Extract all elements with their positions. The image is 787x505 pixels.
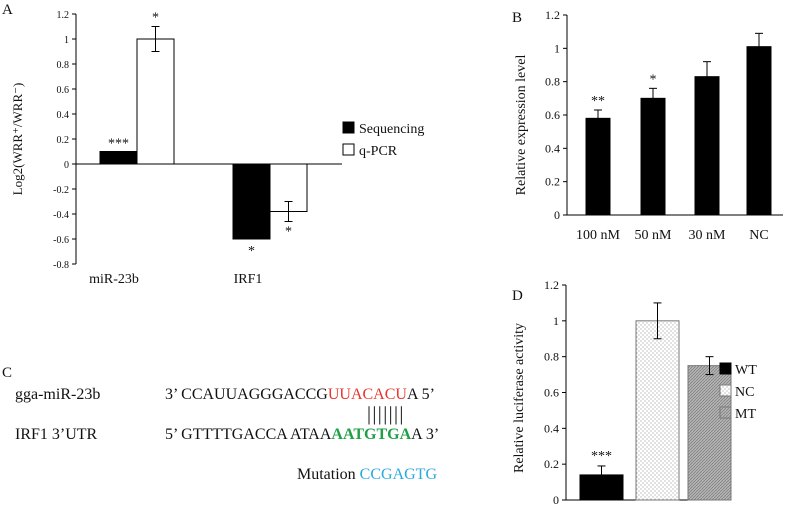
- chart-a-category-mir23b: miR-23b: [89, 272, 139, 287]
- chart-b-tick-label: 0.6: [545, 108, 560, 122]
- chart-b-category-label: NC: [749, 228, 768, 243]
- legend-a-qpcr-label: q-PCR: [359, 144, 398, 159]
- mirna-prefix: 3’ CCAUUAGGGACCG: [165, 386, 328, 403]
- chart-b-tick-label: 1.2: [545, 8, 560, 22]
- chart-a-tick-label: -0.4: [53, 210, 69, 221]
- mutation-label: Mutation: [297, 466, 356, 483]
- chart-d-tick-label: 0.6: [544, 386, 559, 400]
- chart-d-y-label: Relative luciferase activity: [512, 323, 527, 473]
- mirna-suffix: A 5’: [406, 386, 435, 403]
- chart-a-tick-label: -0.6: [53, 235, 69, 246]
- mutation-sequence: CCGAGTG: [359, 466, 438, 483]
- chart-a-tick-label: 0: [64, 160, 69, 171]
- chart-d-tick-label: 1.2: [544, 278, 559, 292]
- chart-b-category-label: 30 nM: [689, 228, 727, 243]
- panel-label-b: B: [512, 10, 522, 26]
- utr-suffix: A 3’: [411, 426, 440, 443]
- chart-a-tick-label: 1.2: [57, 10, 70, 21]
- chart-d-tick-label: 1: [553, 314, 559, 328]
- chart-b-tick-label: 0.4: [545, 141, 560, 155]
- chart-a-significance-label: *: [285, 225, 292, 240]
- mirna-seed: UUACACU: [327, 386, 407, 403]
- chart-b-category-label: 50 nM: [635, 228, 673, 243]
- chart-b-tick-label: 0.2: [545, 175, 560, 189]
- legend-d-mt-label: MT: [735, 407, 756, 422]
- chart-d-significance-label: ***: [591, 449, 612, 464]
- chart-d-tick-label: 0.2: [544, 457, 559, 471]
- legend-d-wt-label: WT: [735, 363, 757, 378]
- chart-b-significance-label: *: [650, 72, 657, 87]
- utr-label: IRF1 3’UTR: [15, 426, 98, 443]
- chart-a: 1.210.80.60.40.20-0.2-0.4-0.6-0.8 ******…: [10, 10, 424, 287]
- chart-d-tick-label: 0: [553, 493, 559, 505]
- utr-binding-site: AATGTGA: [331, 426, 412, 443]
- mirna-label: gga-miR-23b: [15, 386, 101, 403]
- legend-a-sequencing-label: Sequencing: [359, 122, 424, 137]
- chart-b-tick-label: 1: [554, 41, 560, 55]
- chart-b-tick-label: 0.8: [545, 75, 560, 89]
- panel-label-c: C: [2, 365, 12, 381]
- mirna-sequence: 3’ CCAUUAGGGACCGUUACACUA 5’: [165, 386, 435, 404]
- chart-d-tick-label: 0.4: [544, 421, 559, 435]
- chart-d-bar-nc: [635, 320, 680, 501]
- chart-a-tick-label: -0.8: [53, 260, 69, 271]
- chart-a-significance-label: *: [152, 11, 159, 26]
- chart-a-bar-qpcr-0: [136, 38, 175, 165]
- chart-a-significance-label: ***: [108, 137, 129, 152]
- chart-a-tick-label: 0.8: [57, 60, 70, 71]
- chart-b-significance-label: **: [591, 94, 605, 109]
- chart-d-tick-label: 0.8: [544, 350, 559, 364]
- chart-a-tick-label: 1: [64, 35, 69, 46]
- chart-a-category-irf1: IRF1: [234, 272, 263, 287]
- utr-sequence: 5’ GTTTTGACCA ATAAAATGTGAA 3’: [165, 426, 439, 444]
- base-pairing-lines: | | | | | | |: [367, 403, 403, 425]
- chart-b-bar-1: [640, 97, 666, 216]
- panel-label-a: A: [2, 2, 13, 18]
- legend-d-mt-swatch: [719, 406, 732, 419]
- chart-b-category-label: 100 nM: [576, 228, 621, 243]
- chart-a-y-label: Log2(WRR⁺/WRR⁻): [10, 83, 25, 196]
- chart-d: 1.2 1 0.8 0.6 0.4 0.2 0 *** Relative luciferas…: [512, 278, 757, 505]
- legend-d-wt-swatch: [719, 362, 732, 375]
- chart-b: 1.210.80.60.40.20 **100 nM*50 nM 30 nM NC …: [514, 8, 783, 243]
- mutation-line: Mutation CCGAGTG: [297, 466, 437, 484]
- chart-a-tick-label: 0.4: [57, 110, 70, 121]
- chart-b-bar-0: [585, 117, 611, 216]
- legend-a-sequencing-swatch: [342, 121, 355, 134]
- legend-a-qpcr-swatch: [342, 143, 355, 156]
- chart-a-tick-label: 0.6: [57, 85, 70, 96]
- legend-d-nc-swatch: [719, 384, 732, 397]
- chart-b-bar-2: [694, 76, 720, 216]
- chart-b-y-label: Relative expression level: [514, 55, 529, 196]
- chart-b-tick-label: 0: [554, 208, 560, 222]
- chart-a-tick-label: -0.2: [53, 185, 69, 196]
- legend-d-nc-label: NC: [735, 385, 754, 400]
- panel-label-d: D: [512, 288, 523, 304]
- chart-a-bar-sequencing-1: [232, 163, 271, 240]
- chart-a-tick-label: 0.2: [57, 135, 70, 146]
- chart-b-bar-3: [746, 46, 772, 216]
- chart-a-bar-sequencing-0: [99, 151, 138, 165]
- utr-prefix: 5’ GTTTTGACCA ATAA: [165, 426, 332, 443]
- chart-a-significance-label: *: [248, 244, 255, 259]
